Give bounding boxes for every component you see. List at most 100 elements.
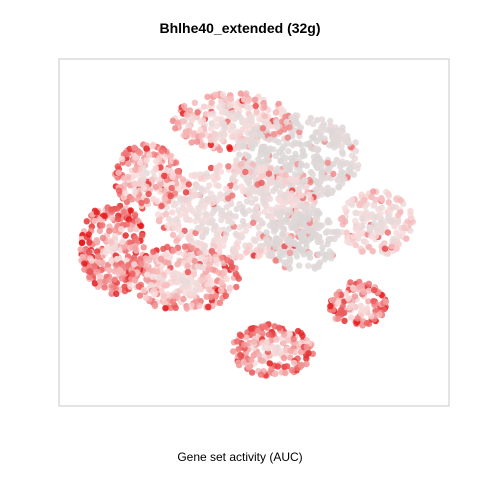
scatter-point <box>239 204 246 211</box>
scatter-point <box>317 178 324 185</box>
scatter-point <box>350 285 357 292</box>
scatter-point <box>303 162 310 169</box>
scatter-point <box>200 264 207 271</box>
scatter-point <box>316 260 323 268</box>
scatter-point <box>225 195 232 202</box>
scatter-point <box>235 275 242 282</box>
scatter-point <box>172 216 180 223</box>
plot-frame <box>58 58 450 407</box>
scatter-point <box>327 122 334 129</box>
scatter-point <box>286 249 294 257</box>
scatter-point <box>228 263 236 270</box>
scatter-point <box>297 216 305 223</box>
scatter-point <box>136 149 144 156</box>
scatter-point <box>226 102 234 109</box>
scatter-point <box>151 302 159 310</box>
scatter-point <box>196 209 203 217</box>
scatter-point <box>292 140 299 147</box>
scatter-point <box>325 167 332 174</box>
scatter-point <box>118 225 125 233</box>
x-axis-label: Gene set activity (AUC) <box>177 450 303 464</box>
scatter-point <box>381 245 389 252</box>
scatter-point <box>136 292 144 299</box>
scatter-point <box>359 248 366 255</box>
scatter-point <box>289 175 296 183</box>
scatter-point <box>258 132 265 139</box>
scatter-point <box>348 196 356 203</box>
scatter-point <box>238 161 245 168</box>
scatter-point <box>250 219 257 226</box>
scatter-point <box>274 363 282 370</box>
scatter-point <box>218 136 225 143</box>
scatter-point <box>348 152 356 159</box>
scatter-point <box>184 132 191 139</box>
scatter-point <box>378 204 386 211</box>
scatter-point <box>224 257 231 264</box>
scatter-point <box>213 256 220 264</box>
scatter-point <box>334 177 342 184</box>
scatter-point <box>99 234 107 242</box>
scatter-point <box>147 281 155 289</box>
scatter-point <box>275 324 283 331</box>
scatter-point <box>327 303 334 310</box>
scatter-point <box>111 276 118 284</box>
scatter-point <box>143 169 150 177</box>
scatter-point <box>309 120 317 128</box>
scatter-point <box>180 278 187 285</box>
scatter-point <box>407 227 414 234</box>
scatter-point <box>223 185 230 192</box>
scatter-point <box>257 371 265 378</box>
scatter-point <box>397 197 404 204</box>
scatter-point <box>317 158 324 165</box>
scatter-point <box>170 275 177 282</box>
scatter-point <box>193 114 201 121</box>
scatter-point <box>205 286 213 293</box>
scatter-point <box>292 150 299 158</box>
scatter-point <box>247 184 254 191</box>
scatter-point <box>240 359 247 366</box>
scatter-point <box>283 215 290 223</box>
scatter-point <box>196 302 203 309</box>
scatter-point <box>223 203 230 211</box>
scatter-point <box>208 120 215 127</box>
scatter-point <box>318 116 326 123</box>
scatter-point <box>145 152 153 159</box>
scatter-point <box>370 201 378 208</box>
scatter-point <box>367 224 374 231</box>
scatter-point <box>341 309 348 317</box>
scatter-point <box>255 327 262 335</box>
scatter-point <box>203 211 210 218</box>
scatter-point <box>318 170 325 177</box>
scatter-point <box>112 285 120 292</box>
scatter-point <box>220 237 228 244</box>
scatter-point <box>194 263 201 270</box>
scatter-point <box>125 160 132 167</box>
scatter-point <box>158 147 165 154</box>
scatter-point <box>247 168 254 175</box>
scatter-point <box>111 227 119 234</box>
scatter-point <box>172 159 180 166</box>
scatter-point <box>318 129 325 136</box>
scatter-point <box>296 211 304 218</box>
scatter-point <box>140 287 147 294</box>
scatter-point <box>360 288 367 296</box>
scatter-point <box>297 169 304 176</box>
scatter-point <box>88 257 95 264</box>
scatter-point <box>117 267 124 275</box>
scatter-point <box>194 183 202 191</box>
scatter-point <box>252 136 259 143</box>
scatter-point <box>310 228 317 236</box>
scatter-point <box>263 229 270 236</box>
scatter-point <box>262 235 270 242</box>
scatter-point <box>191 99 198 107</box>
scatter-point <box>327 127 334 134</box>
scatter-point <box>263 240 270 247</box>
scatter-point <box>209 199 216 206</box>
scatter-point <box>91 280 99 287</box>
scatter-point <box>101 284 108 291</box>
scatter-point <box>205 266 212 273</box>
scatter-point <box>154 197 161 205</box>
scatter-point <box>179 176 187 183</box>
scatter-point <box>284 210 291 218</box>
scatter-point <box>218 279 225 286</box>
